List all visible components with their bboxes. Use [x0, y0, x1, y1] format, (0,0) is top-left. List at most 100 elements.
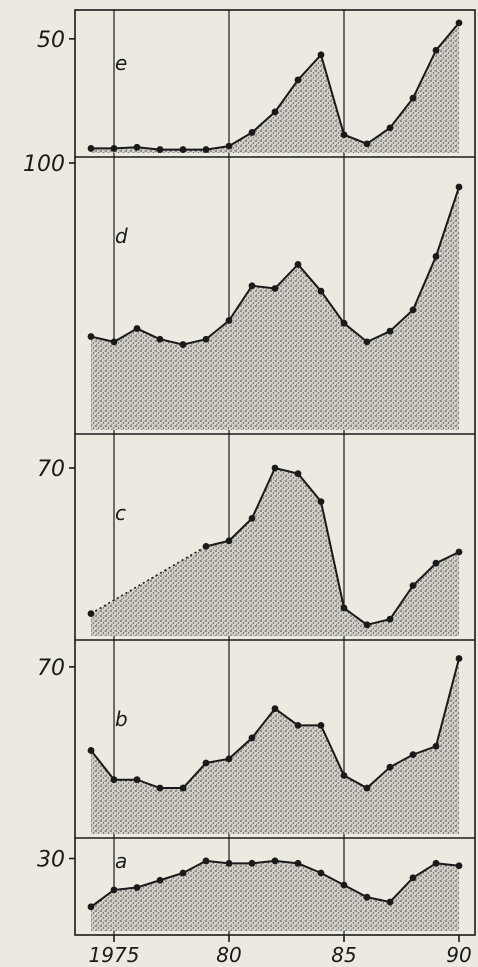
data-point [179, 341, 187, 348]
panel-label-d: d [115, 224, 128, 248]
data-point [248, 734, 256, 742]
data-point [294, 470, 302, 477]
data-point [455, 548, 463, 556]
plot-frame [74, 9, 476, 936]
data-point [133, 776, 141, 784]
area-fill-d [91, 187, 459, 430]
panel-label-a: a [115, 849, 127, 873]
panel-label-c: c [115, 501, 126, 525]
panel-c: 70 c [37, 457, 463, 636]
data-point [317, 721, 325, 729]
data-point [271, 464, 279, 472]
x-tick-label: 85 [331, 943, 356, 967]
data-point [317, 869, 325, 877]
series-line-c [205, 466, 460, 626]
data-point [340, 131, 348, 139]
data-point [340, 881, 348, 889]
data-point [432, 253, 440, 260]
data-point [386, 763, 394, 771]
data-point [248, 282, 256, 290]
data-point [87, 333, 95, 340]
area-fill-c [91, 468, 459, 636]
data-point [363, 621, 371, 629]
data-point [409, 751, 417, 759]
y-tick-label: 70 [37, 457, 65, 482]
data-point [156, 876, 164, 884]
data-point [248, 515, 256, 522]
data-point [133, 325, 141, 332]
data-point [409, 874, 417, 882]
data-point [110, 886, 118, 894]
data-point [455, 862, 463, 870]
data-point [340, 604, 348, 612]
data-point [409, 582, 417, 589]
y-tick-label: 50 [37, 28, 65, 53]
data-point [455, 183, 463, 191]
data-point [386, 898, 394, 906]
x-axis: 1975 80 85 90 [89, 935, 472, 967]
data-point [455, 19, 463, 27]
panel-a: 30 a [37, 848, 463, 931]
data-point [271, 108, 279, 116]
panel-b: 70 b [37, 655, 463, 834]
data-point [294, 261, 302, 268]
data-point [225, 859, 233, 867]
data-point [294, 721, 302, 729]
data-point [432, 46, 440, 54]
data-point [202, 857, 210, 865]
data-point [179, 869, 187, 877]
data-point [340, 319, 348, 327]
data-point [409, 94, 417, 102]
data-point [225, 142, 233, 150]
area-fill-b [91, 658, 459, 834]
x-tick-label: 90 [446, 943, 471, 967]
data-point [133, 884, 141, 891]
data-point [202, 146, 210, 153]
data-point [110, 338, 118, 346]
y-tick-label: 30 [37, 848, 65, 873]
data-point [248, 859, 256, 867]
series-line-dotted-c [90, 545, 207, 615]
data-point [271, 857, 279, 865]
panel-d: 100 d [23, 152, 463, 430]
data-point [386, 327, 394, 335]
y-tick-label: 70 [37, 656, 65, 681]
data-point [363, 784, 371, 792]
data-point [248, 129, 256, 136]
data-point [87, 747, 95, 754]
y-tick-label: 100 [23, 152, 65, 177]
data-point [225, 755, 233, 763]
data-point [409, 306, 417, 314]
data-point [87, 145, 95, 152]
data-point [202, 759, 210, 767]
data-point [202, 543, 210, 550]
x-tick-label: 80 [216, 943, 241, 967]
area-fill-a [91, 860, 459, 931]
data-point [179, 146, 187, 153]
data-point [271, 705, 279, 713]
data-point [179, 784, 187, 792]
data-point [294, 859, 302, 867]
data-point [386, 124, 394, 132]
data-point [225, 537, 233, 545]
data-point [363, 338, 371, 346]
area-fill-e [91, 22, 459, 153]
data-point [432, 742, 440, 750]
data-point [317, 498, 325, 505]
data-point [110, 776, 118, 784]
data-point [317, 287, 325, 295]
data-point [110, 145, 118, 152]
data-point [87, 610, 95, 617]
data-point [432, 559, 440, 567]
data-point [340, 772, 348, 779]
data-point [156, 335, 164, 343]
data-point [87, 903, 95, 911]
data-point [455, 655, 463, 662]
data-point [156, 146, 164, 153]
chart-panels: 50 e 100 d 70 c 70 b 30 a [23, 19, 463, 931]
panel-label-b: b [115, 707, 128, 731]
data-point [432, 859, 440, 867]
data-point [271, 285, 279, 292]
x-tick-label: 1975 [89, 943, 140, 967]
